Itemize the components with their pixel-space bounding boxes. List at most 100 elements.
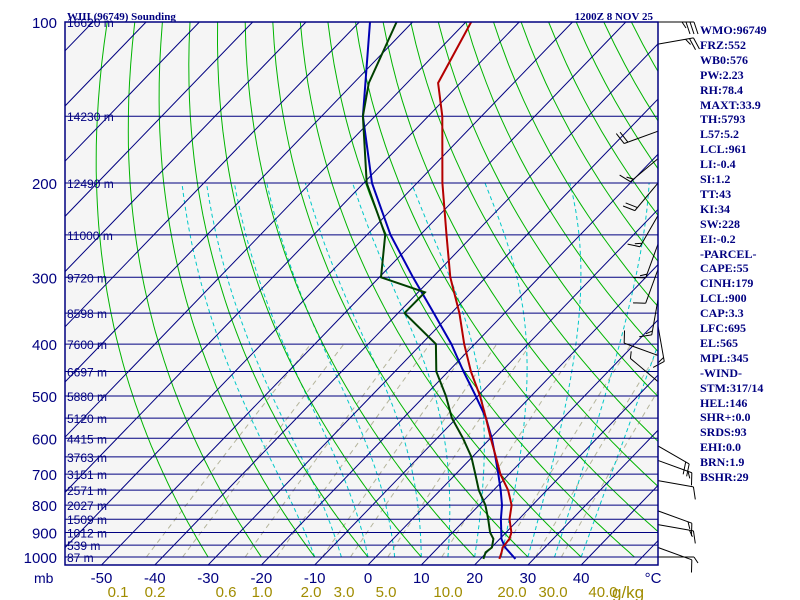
temperature-tick-label: -10	[304, 570, 326, 587]
wind-barb-staff	[630, 358, 659, 382]
mixing-ratio-tick-label: 10.0	[433, 584, 462, 600]
temperature-tick-label: 40	[573, 570, 590, 587]
pressure-tick-label: 100	[32, 15, 57, 32]
wind-barb-feather	[682, 461, 687, 475]
wind-barb-feather	[689, 38, 696, 50]
pressure-unit-label: mb	[34, 570, 54, 586]
index-entry: SHR+:0.0	[700, 410, 751, 425]
wind-barb-feather	[685, 38, 691, 45]
time-label: 1200Z 8 NOV 25	[575, 11, 654, 23]
index-entry: BSHR:29	[700, 470, 749, 484]
height-label: 4415 m	[67, 432, 107, 446]
wind-barb-staff	[624, 130, 659, 144]
height-label: 5880 m	[67, 390, 107, 404]
wind-barb-feather	[689, 21, 695, 35]
wind-barbs	[615, 21, 700, 573]
index-entry: PW:2.23	[700, 67, 744, 82]
wind-barb-feather	[627, 243, 641, 248]
index-entry: EL:565	[700, 335, 739, 350]
temperature-tick-label: -20	[251, 570, 273, 587]
mixing-ratio-tick-label: 2.0	[301, 584, 322, 600]
index-entry: L57:5.2	[700, 127, 739, 142]
mixing-ratio-tick-label: 0.1	[108, 584, 129, 600]
wind-barb-staff	[657, 459, 692, 474]
mixing-ratio-axis: 0.1 0.2 0.6 1.0 2.0 3.0 5.0 10.0 20.0 30.0 40.0	[108, 584, 618, 600]
index-entry: SW:228	[700, 216, 741, 231]
sounding-traces	[361, 22, 517, 560]
wind-barb-staff	[639, 215, 659, 247]
pressure-tick-label: 900	[32, 526, 57, 543]
height-label: 1509 m	[67, 513, 107, 527]
mixing-ratio-tick-label: 20.0	[497, 584, 526, 600]
wind-barb-feather	[626, 176, 634, 180]
isotherm-line	[65, 22, 200, 162]
wind-barb-staff	[657, 445, 690, 465]
index-entry: HEL:146	[700, 395, 748, 410]
height-label: 16620 m	[67, 16, 114, 30]
height-label: 8598 m	[67, 307, 107, 321]
index-entry: WMO:96749	[700, 23, 767, 37]
index-entry: CAPE:55	[700, 261, 749, 276]
index-entry: MAXT:33.9	[700, 97, 761, 112]
temperature-tick-label: -30	[197, 570, 219, 587]
wind-barb-staff	[651, 299, 659, 335]
plot-area	[65, 22, 658, 565]
wind-barb-feather	[639, 334, 652, 338]
index-entry: CAP:3.3	[700, 306, 744, 321]
index-entry: MPL:345	[700, 350, 749, 365]
isotherm-line	[65, 22, 254, 218]
height-label: 6697 m	[67, 365, 107, 379]
height-label: 87 m	[67, 551, 94, 565]
moist-adiabat-line	[554, 183, 650, 558]
wind-barb-feather	[619, 174, 631, 183]
temperature-tick-label: -50	[91, 570, 113, 587]
index-entry: LCL:961	[700, 142, 747, 157]
wind-barb-feather	[692, 486, 696, 500]
index-entry: STM:317/14	[700, 380, 764, 395]
height-label: 3763 m	[67, 451, 107, 465]
wind-barb-feather	[692, 530, 696, 544]
wind-barb-feather	[615, 133, 625, 144]
wind-barb-feather	[622, 205, 636, 212]
wind-barb-feather	[689, 529, 693, 538]
temperature-tick-label: 30	[520, 570, 537, 587]
mixing-ratio-tick-label: 1.0	[252, 584, 273, 600]
height-label: 539 m	[67, 539, 100, 553]
index-entry: TT:43	[700, 186, 732, 201]
wind-barb-feather	[657, 357, 664, 363]
index-entry: LFC:695	[700, 321, 746, 335]
index-entry: -PARCEL-	[700, 246, 757, 261]
index-entry: KI:34	[700, 201, 730, 216]
pressure-tick-label: 300	[32, 270, 57, 287]
pressure-tick-label: 1000	[24, 550, 57, 567]
isotherm-line	[65, 22, 307, 273]
wind-barb-feather	[639, 273, 648, 277]
wind-barb-feather	[625, 202, 638, 209]
mixing-ratio-tick-label: 0.2	[145, 584, 166, 600]
wind-barb-feather	[619, 131, 629, 143]
isobars	[65, 21, 658, 558]
height-label: 2571 m	[67, 484, 107, 498]
height-label: 2027 m	[67, 499, 107, 513]
temperature-tick-label: -40	[144, 570, 166, 587]
mixing-ratio-unit-label: g/kg	[612, 583, 644, 600]
mixing-ratio-tick-label: 30.0	[538, 584, 567, 600]
wind-barb-staff	[645, 243, 659, 279]
wind-barb-staff	[657, 547, 692, 561]
height-label: 7600 m	[67, 338, 107, 352]
wind-barb-staff	[657, 510, 692, 524]
mixing-ratio-tick-label: 3.0	[334, 584, 355, 600]
wind-barb-feather	[629, 351, 632, 359]
index-entry: WB0:576	[700, 52, 748, 67]
x-axis-unit-label: °C	[645, 570, 662, 587]
pressure-tick-label: 800	[32, 498, 57, 515]
dewpoint-trace	[361, 22, 495, 560]
mixing-ratio-tick-label: 5.0	[376, 584, 397, 600]
wind-barb-feather	[687, 521, 691, 529]
isotherm-line	[65, 22, 413, 383]
index-entry: EI:-0.2	[700, 231, 736, 246]
mixing-ratio-tick-label: 40.0	[588, 584, 617, 600]
wind-barb-staff	[645, 269, 659, 304]
height-label: 5120 m	[67, 412, 107, 426]
